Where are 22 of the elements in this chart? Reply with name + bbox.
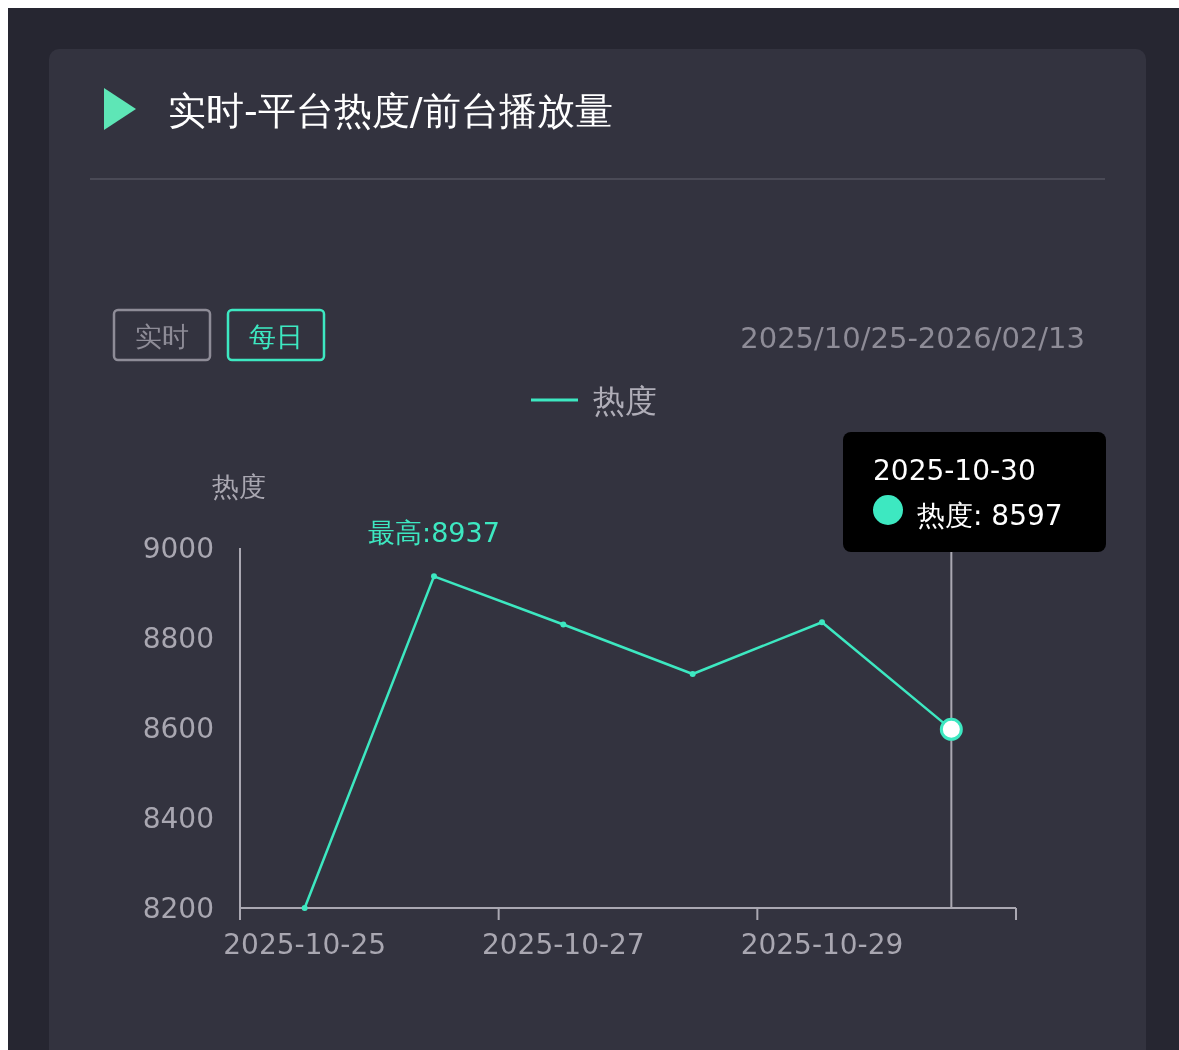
x-tick-label: 2025-10-25 <box>223 928 387 961</box>
y-tick-label: 8200 <box>142 891 214 925</box>
annotation: 最高:8937 <box>368 517 500 549</box>
legend-label: 热度 <box>593 382 657 420</box>
x-tick-label: 2025-10-29 <box>740 928 904 961</box>
text: 实时 <box>135 321 189 352</box>
point <box>689 671 696 677</box>
y-tick-label: 8400 <box>142 801 214 835</box>
y-axis-title: 热度 <box>212 471 266 502</box>
point <box>560 621 567 628</box>
x-tick-label: 2025-10-27 <box>481 928 645 961</box>
y-tick-label: 8800 <box>142 621 214 655</box>
point <box>819 619 825 626</box>
chart-title: 实时-平台热度/前台播放量 <box>168 89 613 133</box>
point <box>431 573 437 580</box>
text: 每日 <box>249 321 303 352</box>
text: 热度: 8597 <box>917 499 1063 532</box>
point <box>301 905 308 911</box>
y-tick-label: 9000 <box>142 531 214 565</box>
y-tick-label: 8600 <box>142 711 214 745</box>
text: 2025/10/25-2026/02/13 <box>740 321 1085 355</box>
text: 2025-10-30 <box>873 454 1036 487</box>
